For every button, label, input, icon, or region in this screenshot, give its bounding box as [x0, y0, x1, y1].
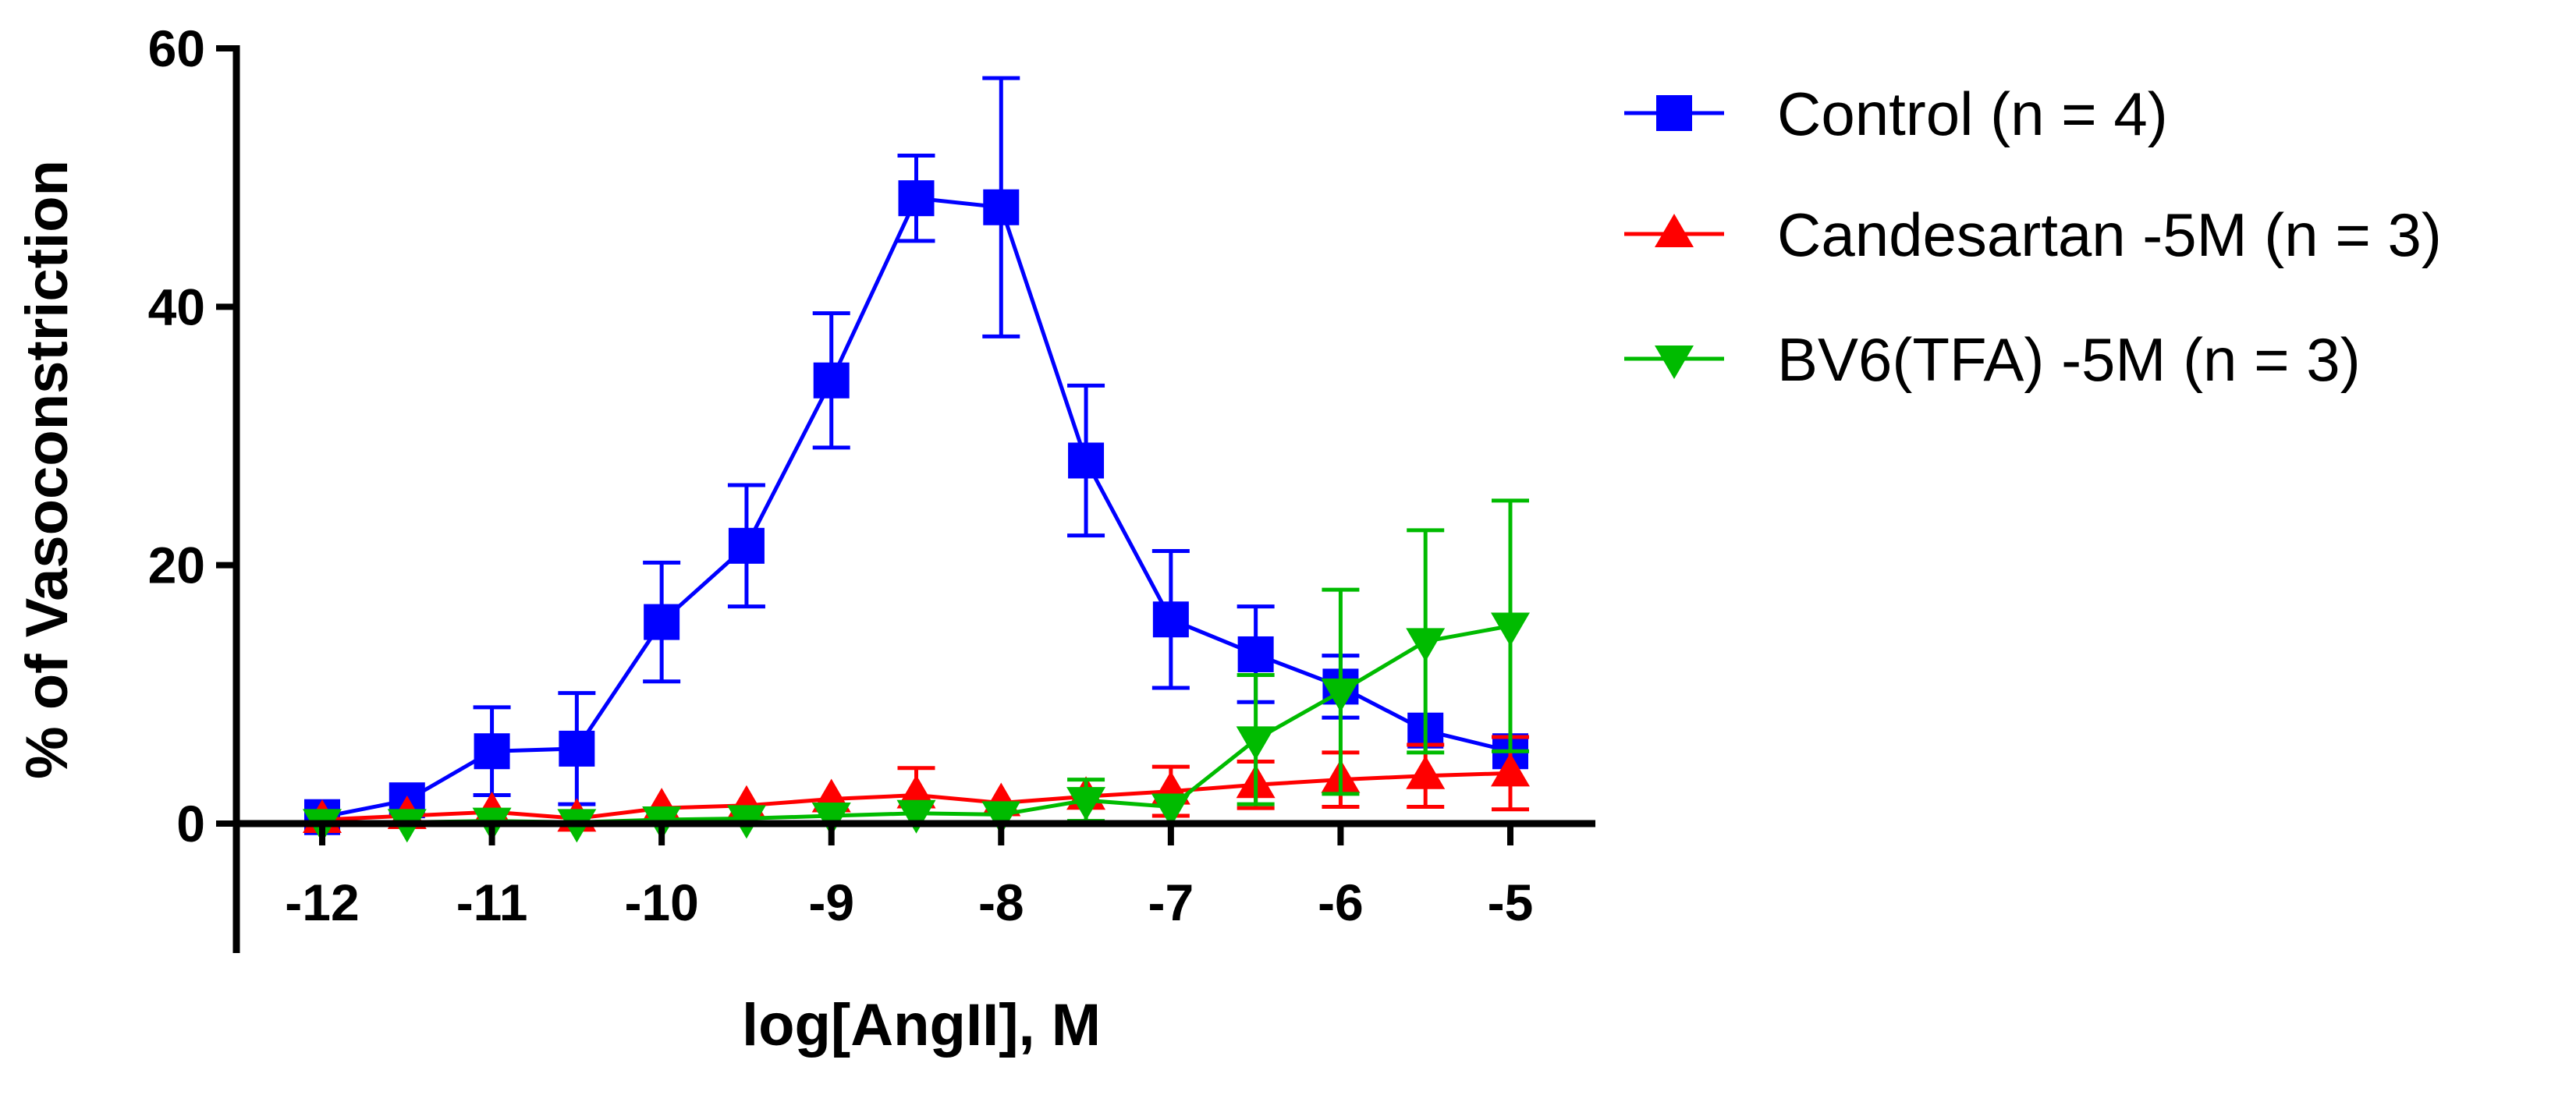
- y-tick-label: 20: [148, 537, 205, 594]
- x-tick-label: -8: [978, 874, 1024, 931]
- data-point: [1068, 442, 1105, 479]
- series-1: [304, 76, 1528, 835]
- data-point: [896, 799, 936, 834]
- legend-marker: [1655, 346, 1694, 379]
- x-tick-label: -11: [456, 874, 528, 931]
- data-point: [813, 362, 850, 399]
- legend-item-2: Candesartan -5M (n = 3): [1624, 200, 2442, 269]
- legend-marker: [1656, 95, 1692, 131]
- data-point: [1321, 679, 1361, 713]
- series-line: [321, 196, 1511, 820]
- x-axis-title: log[AngII], M: [742, 992, 1101, 1058]
- legend-label: BV6(TFA) -5M (n = 3): [1777, 325, 2361, 394]
- legend-item-3: BV6(TFA) -5M (n = 3): [1624, 325, 2361, 394]
- plot-area: [303, 76, 1530, 843]
- data-point: [1406, 755, 1446, 789]
- axes: 0 20 40 60 -12 -11 -10 -9 -8 -7 -6 -5: [148, 19, 1595, 953]
- data-point: [1406, 628, 1446, 662]
- x-tick-label: -7: [1148, 874, 1194, 931]
- data-point: [559, 730, 595, 767]
- y-axis-title: % of Vasoconstriction: [14, 160, 80, 779]
- data-point: [644, 604, 680, 640]
- x-tick-label: -9: [808, 874, 854, 931]
- data-point: [1236, 726, 1276, 760]
- data-point: [1491, 612, 1530, 647]
- y-tick-label: 40: [148, 278, 205, 335]
- legend: Control (n = 4) Candesartan -5M (n = 3) BV…: [1624, 80, 2442, 394]
- legend-marker: [1655, 214, 1694, 247]
- data-point: [1491, 753, 1530, 787]
- y-tick-label: 0: [176, 795, 205, 852]
- data-point: [811, 803, 851, 837]
- data-point: [728, 527, 765, 564]
- data-point: [1066, 787, 1106, 821]
- legend-label: Candesartan -5M (n = 3): [1777, 200, 2442, 269]
- data-point: [898, 180, 935, 217]
- y-tick-label: 60: [148, 19, 205, 77]
- data-point: [1237, 636, 1274, 672]
- data-point: [983, 189, 1020, 225]
- x-tick-label: -5: [1488, 874, 1534, 931]
- x-tick-label: -10: [624, 874, 698, 931]
- data-point: [1152, 601, 1189, 638]
- x-tick-label: -6: [1318, 874, 1364, 931]
- data-point: [1151, 793, 1190, 827]
- x-tick-label: -12: [285, 874, 359, 931]
- legend-item-1: Control (n = 4): [1624, 80, 2168, 148]
- legend-label: Control (n = 4): [1777, 80, 2168, 148]
- data-point: [981, 801, 1021, 835]
- data-point: [474, 733, 510, 770]
